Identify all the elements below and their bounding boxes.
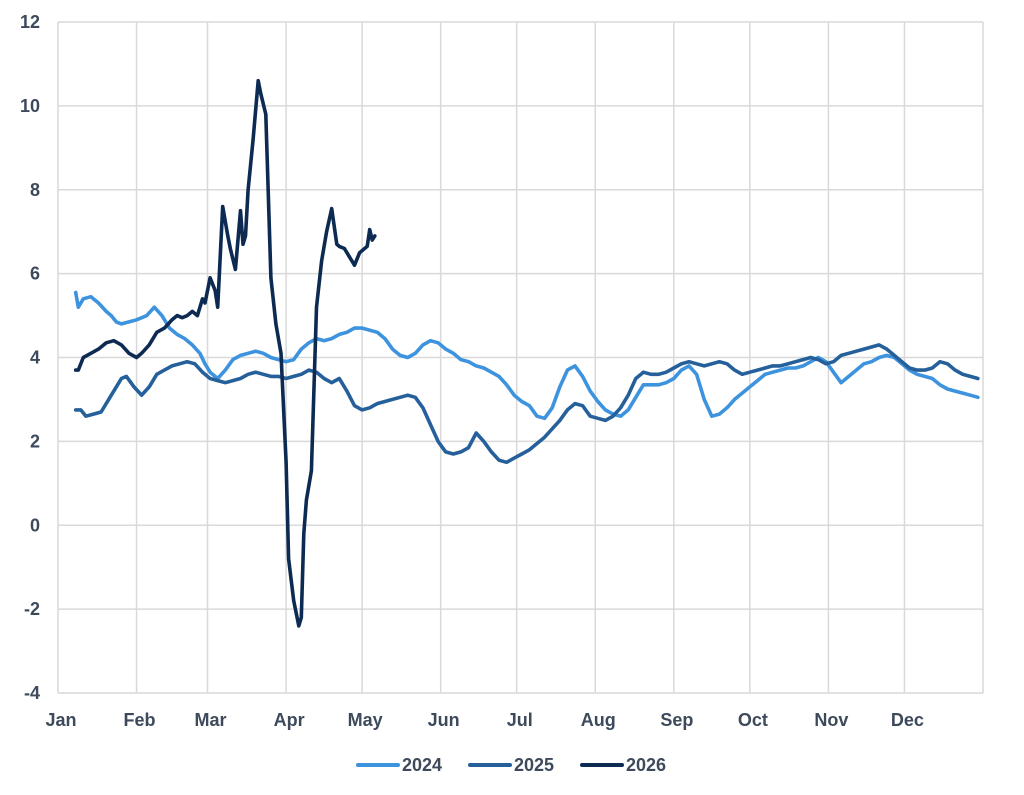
x-tick-label: Mar (195, 710, 227, 730)
y-tick-label: 6 (30, 264, 40, 284)
x-tick-label: Oct (738, 710, 768, 730)
series-line-2025 (73, 343, 980, 465)
legend-label-2024: 2024 (402, 755, 442, 775)
y-tick-label: 4 (30, 348, 40, 368)
series-lines (73, 78, 980, 628)
y-tick-label: 0 (30, 515, 40, 535)
series-line-2024 (73, 290, 980, 421)
legend-label-2025: 2025 (514, 755, 554, 775)
legend: 2024 2025 2026 (356, 755, 666, 775)
x-tick-label: Sep (660, 710, 693, 730)
y-tick-label: 12 (20, 12, 40, 32)
x-tick-label: Apr (274, 710, 305, 730)
y-tick-label: -2 (24, 599, 40, 619)
series-line-2026 (73, 78, 377, 628)
x-tick-label: Jul (507, 710, 533, 730)
y-axis-tick-labels: -4 -2 0 2 4 6 8 10 12 (20, 12, 40, 703)
y-tick-label: 10 (20, 96, 40, 116)
y-tick-label: -4 (24, 683, 40, 703)
y-tick-label: 8 (30, 180, 40, 200)
y-tick-label: 2 (30, 431, 40, 451)
x-tick-label: May (348, 710, 383, 730)
x-tick-label: Aug (581, 710, 616, 730)
x-tick-label: Dec (891, 710, 924, 730)
x-axis-tick-labels: Jan Feb Mar Apr May Jun Jul Aug Sep Oct Nov Dec (45, 710, 923, 730)
x-tick-label: Feb (124, 710, 156, 730)
legend-label-2026: 2026 (626, 755, 666, 775)
x-tick-label: Jun (428, 710, 460, 730)
gridlines (57, 21, 984, 694)
x-tick-label: Nov (814, 710, 848, 730)
x-tick-label: Jan (45, 710, 76, 730)
